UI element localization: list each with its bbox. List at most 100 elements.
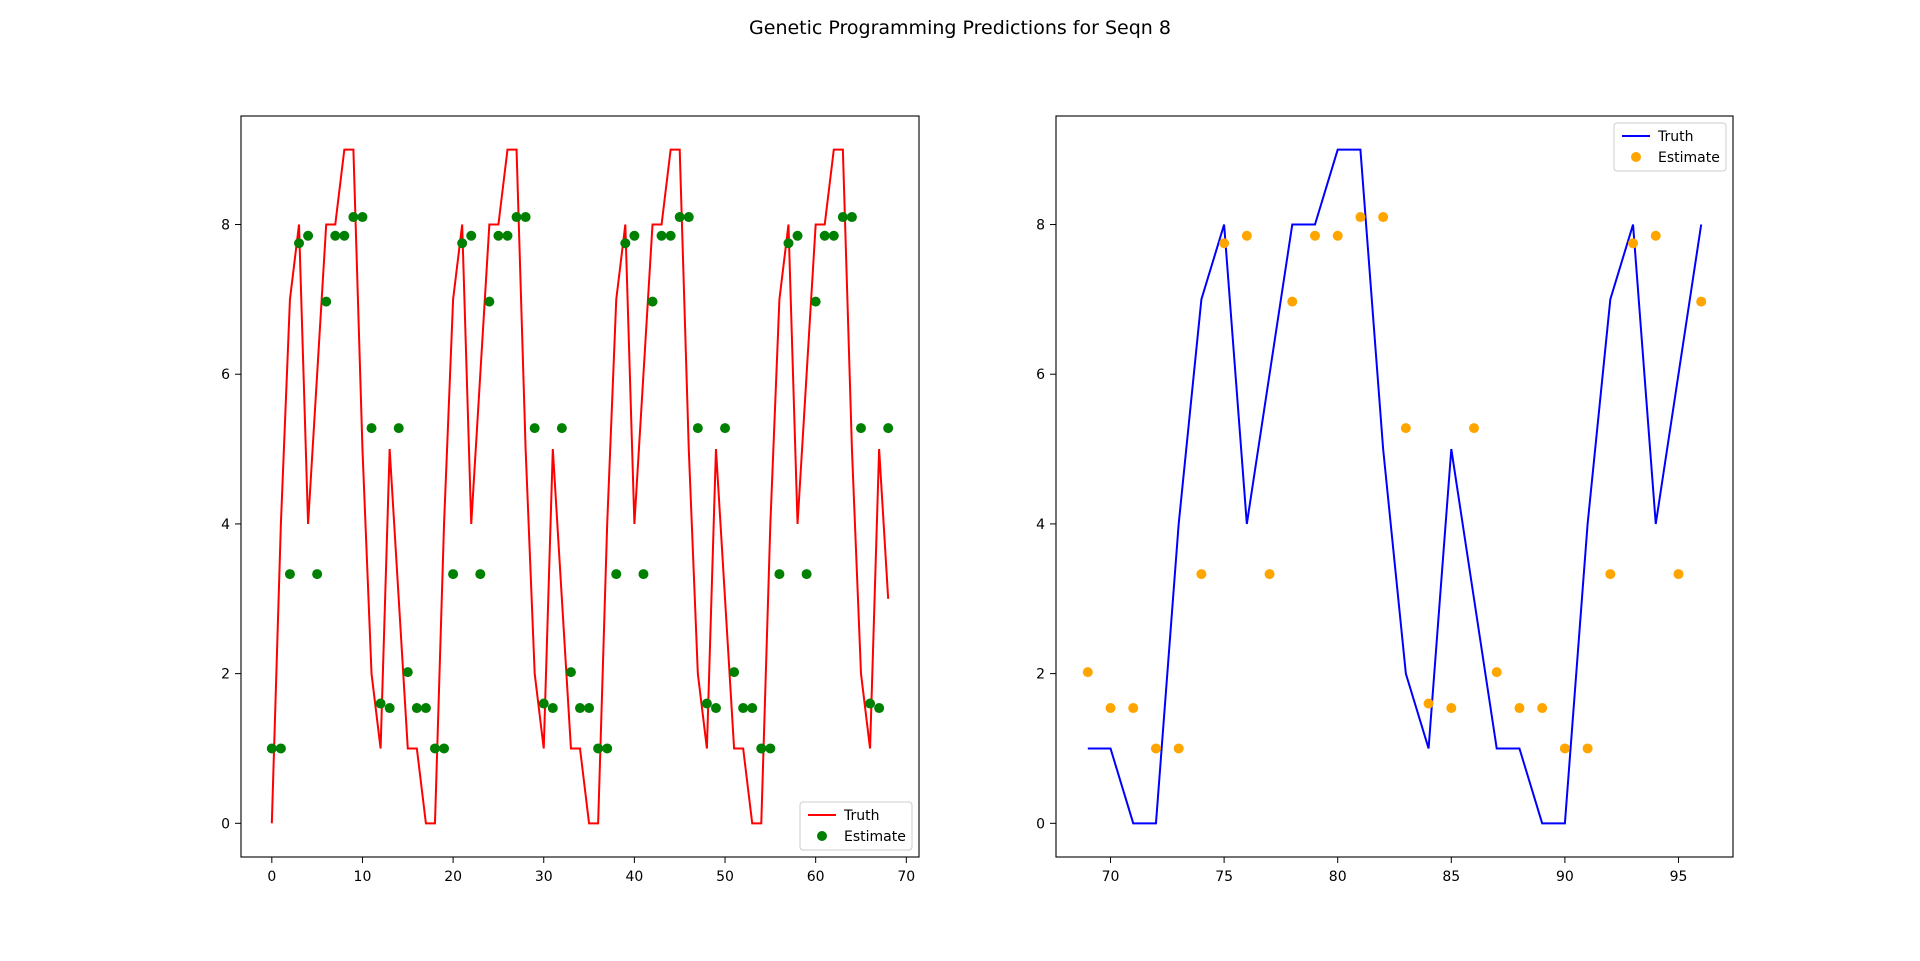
left-x-tick-label: 70 — [897, 869, 915, 885]
left-estimate-point — [339, 230, 350, 241]
left-estimate-point — [765, 743, 776, 754]
left-estimate-point — [303, 230, 314, 241]
left-x-tick-label: 50 — [716, 869, 734, 885]
left-estimate-point — [411, 703, 422, 714]
right-legend-label: Estimate — [1658, 150, 1720, 166]
left-estimate-point — [883, 423, 894, 434]
right-legend-label: Truth — [1657, 129, 1694, 145]
right-plot: 70 75 80 85 90 95 0 2 4 6 8 Truth Estimate — [1036, 115, 1734, 885]
left-estimate-point — [538, 698, 549, 709]
left-x-tick-label: 40 — [625, 869, 643, 885]
right-estimate-point — [1605, 569, 1616, 580]
left-estimate-point — [747, 703, 758, 714]
right-estimate-point — [1287, 296, 1298, 307]
left-estimate-point — [602, 743, 613, 754]
left-estimate-point — [502, 230, 513, 241]
left-estimate-point — [828, 230, 839, 241]
right-estimate-point — [1559, 743, 1570, 754]
left-estimate-point — [575, 703, 585, 714]
right-estimate-point — [1196, 569, 1207, 580]
right-x-tick-label: 95 — [1670, 869, 1688, 885]
left-axes-frame — [240, 115, 920, 858]
right-estimate-point — [1537, 703, 1548, 714]
left-estimate-point — [275, 743, 286, 754]
left-estimate-point — [348, 212, 359, 223]
left-estimate-point — [357, 212, 368, 223]
left-estimate-point — [484, 296, 495, 307]
left-estimate-point — [556, 423, 567, 434]
left-estimate-point — [375, 698, 386, 709]
left-estimate-point — [330, 230, 341, 241]
left-estimate-point — [738, 703, 749, 714]
left-estimate-point — [774, 569, 785, 580]
left-estimate-point — [683, 212, 694, 223]
right-estimate-point — [1264, 569, 1275, 580]
right-estimate-point — [1241, 230, 1252, 241]
left-estimate-point — [701, 698, 712, 709]
right-x-tick-label: 90 — [1556, 869, 1574, 885]
left-estimate-point — [720, 423, 731, 434]
left-estimate-point — [819, 230, 830, 241]
left-x-tick-label: 10 — [354, 869, 372, 885]
left-estimate-point — [384, 703, 395, 714]
left-estimate-point — [593, 743, 604, 754]
left-estimate-point — [855, 423, 866, 434]
left-estimate-point — [294, 238, 305, 249]
right-y-tick-label: 4 — [1036, 517, 1045, 533]
right-estimate-point — [1105, 703, 1116, 714]
left-estimate-point — [801, 569, 812, 580]
left-x-tick-label: 20 — [444, 869, 462, 885]
right-legend-marker-swatch — [1631, 152, 1641, 162]
right-estimate-point — [1150, 743, 1161, 754]
right-x-tick-label: 75 — [1215, 869, 1233, 885]
left-estimate-point — [565, 667, 576, 678]
right-estimate-point — [1082, 667, 1093, 678]
right-legend: Truth Estimate — [1613, 122, 1727, 172]
left-estimate-point — [638, 569, 649, 580]
left-estimate-point — [393, 423, 404, 434]
right-estimate-point — [1400, 423, 1411, 434]
left-estimate-point — [647, 296, 658, 307]
left-legend-label: Truth — [843, 808, 880, 824]
right-estimate-point — [1491, 667, 1502, 678]
left-estimate-point — [420, 703, 431, 714]
right-y-tick-label: 0 — [1036, 816, 1045, 832]
right-estimate-point — [1628, 238, 1639, 249]
left-y-tick-label: 4 — [221, 517, 230, 533]
left-estimate-point — [312, 569, 323, 580]
left-estimate-point — [266, 743, 277, 754]
left-estimate-point — [620, 238, 631, 249]
left-y-tick-label: 0 — [221, 816, 230, 832]
right-y-tick-label: 6 — [1036, 367, 1045, 383]
left-estimate-point — [874, 703, 885, 714]
left-plot: 0 10 20 30 40 50 60 70 0 2 4 6 8 Truth Estimate — [221, 115, 920, 885]
left-estimate-point — [493, 230, 504, 241]
left-x-tick-label: 30 — [535, 869, 553, 885]
left-estimate-point — [665, 230, 676, 241]
right-x-tick-label: 70 — [1102, 869, 1120, 885]
left-estimate-point — [520, 212, 531, 223]
left-estimate-point — [475, 569, 486, 580]
left-estimate-point — [792, 230, 803, 241]
left-estimate-point — [511, 212, 522, 223]
right-truth-line — [1087, 148, 1703, 825]
right-estimate-point — [1219, 238, 1230, 249]
left-legend-marker-swatch — [817, 831, 827, 841]
right-estimate-point — [1173, 743, 1184, 754]
left-truth-line — [270, 148, 890, 825]
right-estimate-point — [1332, 230, 1343, 241]
right-estimate-point — [1650, 230, 1661, 241]
left-estimate-point — [547, 703, 558, 714]
right-estimate-point — [1355, 212, 1366, 223]
left-estimate-point — [783, 238, 794, 249]
left-x-tick-label: 0 — [267, 869, 276, 885]
right-y-tick-label: 2 — [1036, 667, 1045, 683]
left-estimate-point — [810, 296, 821, 307]
left-estimate-point — [466, 230, 477, 241]
left-estimate-point — [729, 667, 740, 678]
right-x-tick-label: 85 — [1442, 869, 1460, 885]
right-y-tick-label: 8 — [1036, 218, 1045, 234]
left-estimate-point — [284, 569, 295, 580]
left-estimate-point — [846, 212, 857, 223]
right-estimate-point — [1514, 703, 1525, 714]
